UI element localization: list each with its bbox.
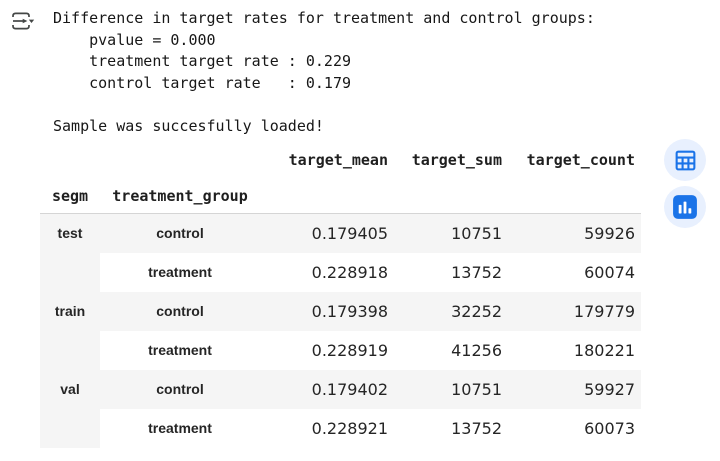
cell-target-mean: 0.179405	[311, 224, 388, 243]
cell-target-count: 179779	[573, 302, 635, 321]
cell-target-sum: 13752	[451, 419, 502, 438]
column-header-target-count: target_count	[508, 141, 641, 179]
table-row: treatment 0.228921 13752 60073	[40, 409, 641, 448]
column-header-row: target_mean target_sum target_count	[40, 141, 641, 179]
cell-target-sum: 10751	[451, 224, 502, 243]
dataframe-table: target_mean target_sum target_count segm…	[40, 141, 641, 448]
cell-target-count: 60073	[584, 419, 635, 438]
cell-target-sum: 10751	[451, 380, 502, 399]
header-spacer	[394, 179, 508, 214]
cell-target-count: 59927	[584, 380, 635, 399]
row-index-segm: test	[40, 213, 100, 292]
cell-output-button[interactable]	[7, 8, 39, 34]
column-header-target-mean: target_mean	[260, 141, 394, 179]
table-row: treatment 0.228919 41256 180221	[40, 331, 641, 370]
header-spacer	[100, 141, 260, 179]
header-spacer	[508, 179, 641, 214]
table-row: train control 0.179398 32252 179779	[40, 292, 641, 370]
cell-target-mean: 0.228919	[311, 341, 388, 360]
bar-chart-icon	[672, 194, 698, 220]
row-index-group: control	[156, 303, 204, 319]
table-row: test control 0.179405 10751 59926	[40, 213, 641, 292]
row-index-group: treatment	[148, 342, 212, 358]
cell-target-sum: 13752	[451, 263, 502, 282]
cell-target-count: 60074	[584, 263, 635, 282]
table-row: val control 0.179402 10751 59927	[40, 370, 641, 448]
row-index-group: control	[156, 381, 204, 397]
cell-target-count: 180221	[573, 341, 635, 360]
suggested-charts-button[interactable]	[664, 186, 706, 228]
index-name-treatment-group: treatment_group	[100, 179, 260, 214]
cell-output-area: Difference in target rates for treatment…	[40, 0, 641, 448]
index-name-segm: segm	[40, 179, 100, 214]
cell-target-mean: 0.179402	[311, 380, 388, 399]
interactive-table-icon	[673, 148, 698, 173]
row-index-segm: val	[40, 370, 100, 448]
index-name-row: segm treatment_group	[40, 179, 641, 214]
column-header-target-sum: target_sum	[394, 141, 508, 179]
row-index-segm: train	[40, 292, 100, 370]
row-index-group: treatment	[148, 264, 212, 280]
cell-target-mean: 0.228918	[311, 263, 388, 282]
row-index-group: control	[156, 225, 204, 241]
cell-target-sum: 41256	[451, 341, 502, 360]
cell-target-mean: 0.179398	[311, 302, 388, 321]
header-spacer	[40, 141, 100, 179]
row-index-group: treatment	[148, 420, 212, 436]
cell-output-icon	[7, 9, 39, 33]
cell-target-sum: 32252	[451, 302, 502, 321]
table-row: treatment 0.228918 13752 60074	[40, 253, 641, 292]
dataframe-toolbar	[664, 139, 706, 228]
stats-output-text: Difference in target rates for treatment…	[53, 9, 595, 135]
cell-target-count: 59926	[584, 224, 635, 243]
header-spacer	[260, 179, 394, 214]
interactive-table-button[interactable]	[664, 139, 706, 181]
cell-target-mean: 0.228921	[311, 419, 388, 438]
